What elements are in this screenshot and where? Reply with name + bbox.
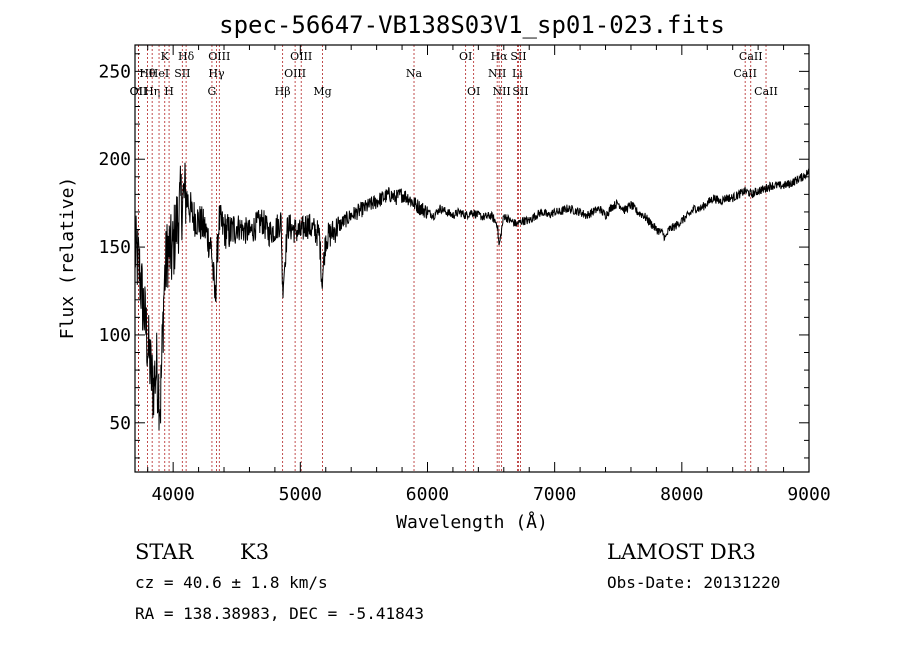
redshift-text: cz = 40.6 ± 1.8 km/s: [135, 573, 328, 592]
y-axis-label: Flux (relative): [57, 177, 78, 340]
line-marker-label: CaII: [754, 85, 778, 98]
line-marker-label: G: [208, 85, 217, 98]
line-marker-label: HeI: [149, 67, 169, 80]
axis-ticks: 4000 5000 6000 7000 8000 9000 50 100 150 200 250: [98, 45, 831, 505]
line-marker-label: Na: [406, 67, 423, 80]
line-marker-label: OIII: [208, 50, 230, 63]
line-marker-label: Mg: [313, 85, 331, 98]
y-tick-label: 200: [98, 149, 131, 170]
x-tick-label: 8000: [660, 484, 703, 505]
line-marker-label: H: [164, 85, 174, 98]
y-tick-label: 250: [98, 61, 131, 82]
emission-line-markers: OIIHθHηOIIHeIKHSIIHδGHγOIIIHβOIIIOIIIMgN…: [130, 45, 778, 472]
x-axis-label: Wavelength (Å): [396, 511, 548, 533]
x-tick-label: 4000: [151, 484, 194, 505]
spectrum-plot: [134, 162, 810, 431]
line-marker-label: OI: [459, 50, 472, 63]
line-marker-label: NII: [492, 85, 510, 98]
line-marker-label: CaII: [733, 67, 757, 80]
y-tick-label: 150: [98, 237, 131, 258]
coords-text: RA = 138.38983, DEC = -5.41843: [135, 604, 424, 623]
spectrum-line: [134, 162, 810, 431]
line-marker-label: Hα: [491, 50, 509, 63]
line-marker-label: Hβ: [275, 85, 291, 98]
x-tick-label: 7000: [533, 484, 576, 505]
line-marker-label: K: [161, 50, 170, 63]
plot-frame: [134, 44, 810, 473]
line-marker-label: OII: [130, 85, 148, 98]
x-tick-label: 5000: [279, 484, 322, 505]
line-marker-label: Hδ: [178, 50, 195, 63]
line-marker-label: Hη: [144, 85, 160, 98]
line-marker-label: OIII: [284, 67, 306, 80]
line-marker-label: SII: [512, 85, 528, 98]
line-marker-label: OIII: [290, 50, 312, 63]
obs-date-text: Obs-Date: 20131220: [607, 573, 780, 592]
chart-title: spec-56647-VB138S03V1_sp01-023.fits: [219, 11, 725, 39]
line-marker-label: Hγ: [208, 67, 225, 80]
line-marker-label: SII: [174, 67, 190, 80]
x-tick-label: 9000: [787, 484, 830, 505]
object-subclass: K3: [240, 540, 269, 564]
object-class: STAR: [135, 540, 194, 564]
y-tick-label: 100: [98, 325, 131, 346]
line-marker-label: Li: [512, 67, 523, 80]
line-marker-label: OI: [467, 85, 480, 98]
line-marker-label: SII: [510, 50, 526, 63]
survey-name: LAMOST DR3: [607, 540, 756, 564]
line-marker-label: OII: [130, 85, 148, 98]
line-marker-label: NII: [488, 67, 506, 80]
x-tick-label: 6000: [406, 484, 449, 505]
line-marker-label: CaII: [739, 50, 763, 63]
y-tick-label: 50: [109, 413, 131, 434]
